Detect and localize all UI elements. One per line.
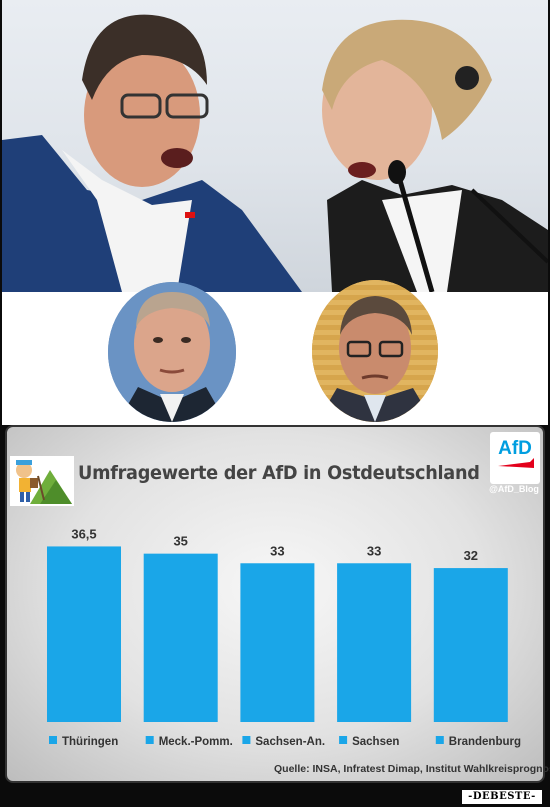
portrait-man-left (108, 282, 236, 422)
hiker-mascot-icon (10, 456, 74, 506)
chart-source: Quelle: INSA, Infratest Dimap, Institut … (274, 763, 550, 775)
afd-logo-text: AfD (498, 438, 532, 459)
photo-illustration (2, 14, 548, 292)
afd-logo-arrow-icon: Blog (498, 458, 534, 476)
photo-politicians-laughing (2, 0, 548, 292)
debeste-watermark: -DEBESTE- (462, 790, 542, 804)
afd-logo-sub: Blog (514, 469, 530, 476)
portrait-right-illustration (312, 280, 438, 422)
portrait-man-right (312, 280, 438, 422)
portrait-band (2, 292, 548, 425)
portrait-left-illustration (108, 282, 236, 422)
afd-blog-logo: AfD Blog (490, 432, 540, 484)
afd-handle: @AfD_Blog (489, 484, 539, 494)
hiker-mascot-illustration (16, 460, 72, 504)
chart-title: Umfragewerte der AfD in Ostdeutschland (78, 462, 480, 484)
